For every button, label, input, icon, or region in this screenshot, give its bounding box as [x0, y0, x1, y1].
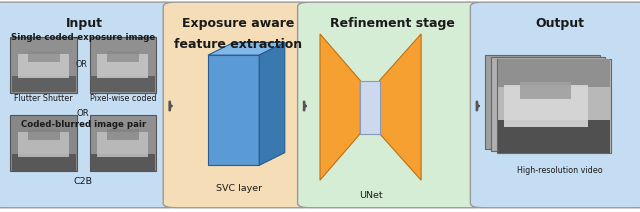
Text: High-resolution video: High-resolution video	[517, 166, 603, 175]
Text: Exposure aware: Exposure aware	[182, 17, 294, 30]
Bar	[91, 76, 155, 92]
FancyBboxPatch shape	[485, 55, 600, 149]
Polygon shape	[380, 34, 421, 180]
Bar	[18, 132, 69, 157]
Bar	[12, 76, 76, 92]
FancyBboxPatch shape	[90, 115, 156, 171]
Text: Pixel-wise coded: Pixel-wise coded	[90, 94, 156, 103]
Bar	[12, 154, 76, 171]
Text: SVC layer: SVC layer	[216, 184, 262, 193]
Text: C2B: C2B	[74, 177, 93, 186]
FancyBboxPatch shape	[491, 57, 605, 151]
Bar	[107, 51, 139, 62]
FancyBboxPatch shape	[497, 59, 611, 153]
Text: Flutter Shutter: Flutter Shutter	[14, 94, 73, 103]
Text: feature extraction: feature extraction	[174, 38, 303, 51]
Polygon shape	[320, 34, 360, 180]
Text: Single coded-exposure image: Single coded-exposure image	[11, 33, 156, 42]
Bar	[28, 129, 60, 140]
Text: Input: Input	[67, 17, 103, 30]
Text: Coded-blurred image pair: Coded-blurred image pair	[20, 120, 146, 129]
Bar	[91, 154, 155, 171]
FancyBboxPatch shape	[10, 37, 77, 93]
Bar	[498, 120, 610, 153]
Bar	[107, 129, 139, 140]
FancyBboxPatch shape	[0, 2, 179, 208]
FancyBboxPatch shape	[163, 2, 314, 208]
Bar	[504, 85, 588, 127]
FancyBboxPatch shape	[470, 2, 640, 208]
Bar	[360, 81, 380, 134]
Bar	[498, 59, 610, 87]
FancyBboxPatch shape	[90, 37, 156, 93]
Text: Refinement stage: Refinement stage	[330, 17, 454, 30]
Text: OR: OR	[76, 60, 88, 69]
Polygon shape	[259, 42, 285, 165]
Text: UNet: UNet	[359, 191, 382, 200]
Bar	[18, 54, 69, 78]
Text: OR: OR	[77, 109, 90, 118]
Polygon shape	[208, 42, 285, 55]
FancyBboxPatch shape	[10, 115, 77, 171]
Bar	[208, 55, 259, 165]
Bar	[97, 54, 148, 78]
Bar	[520, 82, 571, 99]
Bar	[97, 132, 148, 157]
Text: Output: Output	[536, 17, 584, 30]
Bar	[28, 51, 60, 62]
FancyBboxPatch shape	[298, 2, 486, 208]
